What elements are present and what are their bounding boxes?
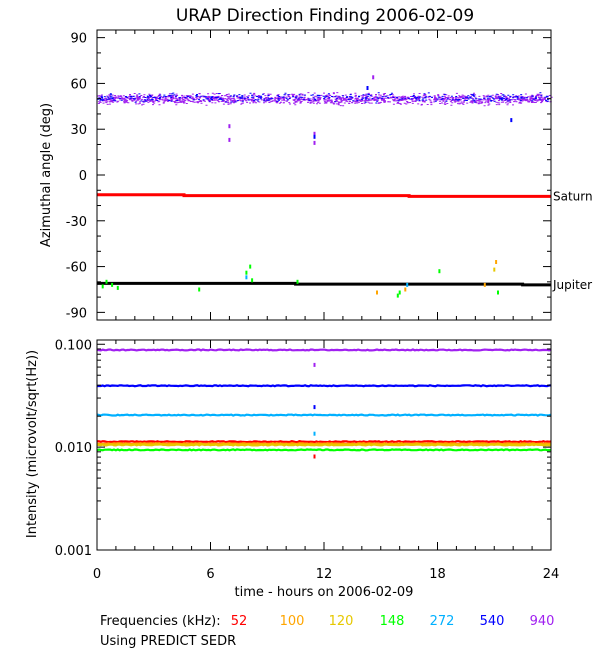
intensity-line-272khz — [96, 413, 552, 417]
outlier-point-100khz — [483, 282, 486, 287]
intensity-line-940khz — [96, 348, 552, 352]
azimuth-y-tick-label: -30 — [66, 215, 87, 230]
scatter-band-540khz — [97, 92, 549, 104]
intensity-data-layer — [96, 348, 552, 459]
legend-freq-148khz: 148 — [380, 614, 405, 629]
saturn-direction-line — [97, 193, 551, 198]
jupiter-direction-line — [97, 281, 551, 287]
outlier-point-272khz — [245, 275, 248, 280]
scatter-band-940khz — [97, 92, 553, 107]
outlier-point-148khz — [105, 279, 108, 284]
outlier-point-540khz — [366, 86, 369, 90]
azimuth-y-tick-label: 0 — [79, 169, 87, 184]
outlier-point-540khz — [510, 118, 513, 123]
azimuth-panel: 90 60 30 0 -30 -60 -90 Azimuthal angle (deg) S… — [39, 29, 593, 321]
x-tick-label: 18 — [429, 567, 446, 582]
outlier-point-940khz — [228, 124, 231, 129]
frequency-legend-title: Frequencies (kHz): — [100, 614, 221, 629]
outlier-point-148khz — [101, 284, 104, 289]
scatter-points-940khz — [97, 92, 553, 107]
outlier-point-120khz — [493, 267, 496, 272]
x-tick-label: 24 — [543, 567, 560, 582]
outlier-point-272khz — [406, 282, 409, 287]
azimuth-data-layer — [97, 75, 553, 298]
intensity-spike-point — [313, 431, 316, 436]
outlier-point-148khz — [438, 269, 441, 274]
intensity-line-540khz — [96, 384, 552, 388]
outlier-point-148khz — [396, 293, 399, 298]
intensity-y-tick-label: 0.100 — [55, 338, 92, 353]
outlier-point-148khz — [398, 290, 401, 295]
outlier-point-540khz — [313, 134, 316, 139]
azimuth-axes: 90 60 30 0 -30 -60 -90 — [66, 30, 552, 321]
frequency-legend: Frequencies (kHz): 52 100 120 148 272 540 940 — [100, 614, 554, 629]
outlier-point-148khz — [497, 290, 499, 295]
intensity-line-52khz — [96, 439, 552, 444]
chart-title: URAP Direction Finding 2006-02-09 — [176, 6, 474, 26]
outlier-point-148khz — [251, 278, 254, 283]
saturn-label: Saturn — [553, 189, 593, 203]
azimuth-y-tick-label: 90 — [70, 32, 87, 47]
intensity-spike-point — [313, 362, 316, 367]
legend-freq-120khz: 120 — [329, 614, 354, 629]
outlier-point-100khz — [404, 287, 407, 292]
outlier-point-940khz — [228, 137, 231, 142]
outlier-point-100khz — [495, 260, 498, 264]
intensity-y-tick-label: 0.001 — [55, 544, 92, 559]
azimuth-y-axis-label: Azimuthal angle (deg) — [39, 103, 54, 247]
outlier-point-148khz — [198, 287, 201, 292]
outlier-point-940khz — [372, 75, 375, 80]
outlier-point-148khz — [116, 285, 119, 290]
intensity-y-axis-label: Intensity (microvolt/sqrt(Hz)) — [25, 350, 40, 538]
outlier-point-100khz — [376, 290, 378, 295]
intensity-line-120khz — [97, 443, 552, 447]
jupiter-label: Jupiter — [552, 278, 592, 292]
legend-freq-100khz: 100 — [280, 614, 305, 629]
intensity-line-148khz — [96, 448, 552, 452]
outlier-point-148khz — [111, 282, 114, 287]
intensity-y-tick-label: 0.010 — [55, 441, 92, 456]
intensity-spike-point — [313, 454, 316, 459]
outlier-point-940khz — [313, 131, 316, 136]
x-axis-label: time - hours on 2006-02-09 — [235, 585, 414, 600]
x-tick-label: 0 — [93, 567, 101, 582]
legend-freq-272khz: 272 — [430, 614, 455, 629]
azimuth-y-tick-label: 60 — [70, 77, 87, 92]
legend-freq-52khz: 52 — [231, 614, 248, 629]
legend-freq-540khz: 540 — [480, 614, 505, 629]
azimuth-y-tick-label: -60 — [66, 261, 87, 276]
outlier-point-148khz — [296, 279, 299, 284]
azimuth-y-tick-label: 30 — [70, 123, 87, 138]
outlier-point-940khz — [313, 140, 316, 145]
x-tick-label: 12 — [316, 567, 333, 582]
outlier-point-148khz — [249, 264, 252, 269]
scatter-points-540khz — [97, 92, 549, 104]
azimuth-panel-frame — [96, 29, 552, 321]
intensity-spike-point — [313, 405, 316, 410]
azimuth-y-tick-label: -90 — [66, 306, 87, 321]
source-note: Using PREDICT SEDR — [100, 634, 236, 649]
frequency-legend-items: 52 100 120 148 272 540 940 — [231, 614, 555, 629]
outlier-point-148khz — [245, 270, 248, 275]
legend-freq-940khz: 940 — [530, 614, 555, 629]
x-tick-label: 6 — [206, 567, 214, 582]
